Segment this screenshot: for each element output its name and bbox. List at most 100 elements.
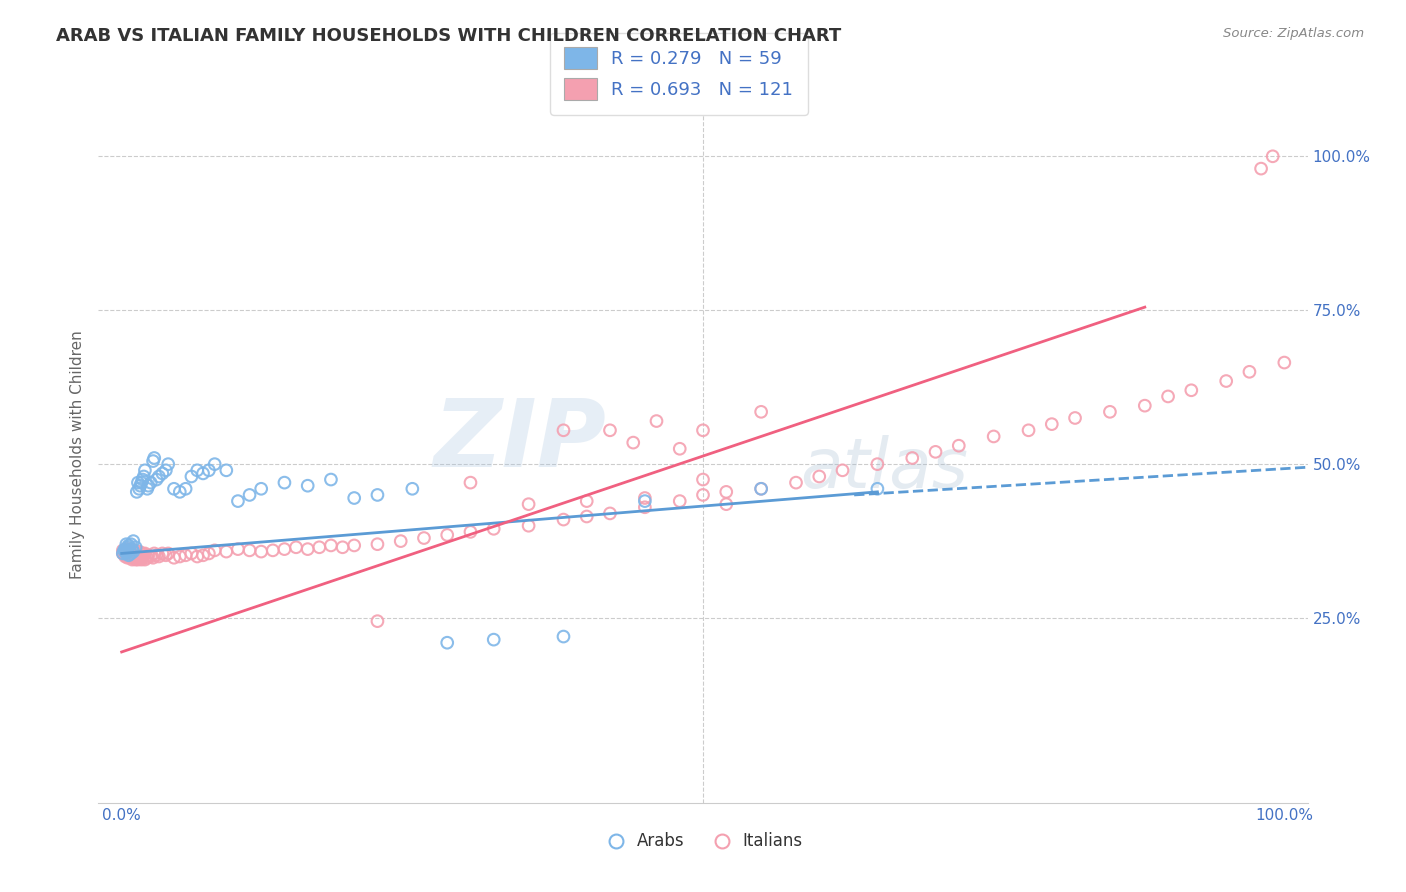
Point [389, 534, 412, 549]
Point [129, 549, 152, 564]
Point [115, 544, 138, 558]
Point [136, 550, 159, 565]
Point [343, 491, 366, 505]
Point [198, 546, 221, 560]
Point [131, 473, 153, 487]
Point [111, 546, 134, 560]
Point [118, 549, 141, 564]
Point [297, 479, 319, 493]
Point [124, 546, 146, 560]
Point [273, 475, 295, 490]
Point [157, 546, 180, 560]
Point [122, 544, 145, 558]
Point [692, 423, 714, 437]
Point [127, 552, 149, 566]
Point [319, 473, 342, 487]
Point [117, 550, 139, 565]
Point [262, 543, 284, 558]
Point [239, 543, 262, 558]
Point [125, 549, 148, 564]
Point [122, 534, 145, 549]
Point [122, 550, 145, 565]
Point [1018, 423, 1040, 437]
Point [645, 414, 668, 428]
Point [120, 537, 142, 551]
Point [128, 482, 150, 496]
Point [186, 549, 208, 564]
Point [142, 454, 165, 468]
Point [131, 546, 153, 560]
Point [692, 473, 714, 487]
Point [118, 549, 141, 563]
Point [124, 552, 146, 566]
Point [174, 482, 197, 496]
Point [117, 544, 139, 558]
Point [117, 546, 139, 560]
Point [517, 497, 540, 511]
Text: ZIP: ZIP [433, 395, 606, 487]
Point [716, 497, 738, 511]
Point [155, 463, 177, 477]
Point [150, 546, 173, 560]
Point [599, 507, 621, 521]
Point [129, 479, 152, 493]
Point [634, 491, 657, 505]
Point [575, 494, 598, 508]
Point [163, 550, 186, 565]
Point [118, 549, 141, 563]
Point [136, 482, 159, 496]
Point [436, 636, 458, 650]
Point [366, 537, 388, 551]
Point [866, 482, 889, 496]
Point [114, 544, 136, 558]
Point [1215, 374, 1237, 388]
Point [983, 429, 1005, 443]
Point [1239, 365, 1261, 379]
Point [117, 541, 139, 555]
Point [163, 482, 186, 496]
Point [436, 528, 458, 542]
Point [250, 482, 273, 496]
Point [413, 531, 436, 545]
Point [120, 542, 142, 557]
Point [634, 494, 657, 508]
Point [215, 463, 238, 477]
Point [343, 538, 366, 552]
Point [482, 632, 505, 647]
Point [692, 488, 714, 502]
Point [749, 482, 772, 496]
Point [319, 538, 342, 552]
Point [143, 450, 166, 465]
Point [115, 543, 138, 558]
Point [749, 405, 772, 419]
Point [122, 543, 145, 558]
Point [115, 537, 138, 551]
Point [131, 550, 153, 565]
Point [120, 546, 142, 560]
Point [134, 463, 156, 477]
Point [1064, 411, 1087, 425]
Point [150, 467, 173, 481]
Point [112, 543, 135, 558]
Point [118, 543, 141, 558]
Point [132, 549, 155, 564]
Point [553, 512, 575, 526]
Point [948, 439, 970, 453]
Point [198, 463, 221, 477]
Point [134, 552, 156, 566]
Point [273, 542, 295, 557]
Point [186, 463, 208, 477]
Text: Source: ZipAtlas.com: Source: ZipAtlas.com [1223, 27, 1364, 40]
Point [204, 543, 226, 558]
Point [118, 544, 141, 558]
Point [128, 544, 150, 558]
Point [332, 541, 354, 555]
Y-axis label: Family Households with Children: Family Households with Children [69, 331, 84, 579]
Point [831, 463, 853, 477]
Point [138, 549, 160, 563]
Legend: Arabs, Italians: Arabs, Italians [596, 826, 810, 857]
Point [401, 482, 423, 496]
Point [1098, 405, 1121, 419]
Point [180, 469, 202, 483]
Point [668, 442, 690, 456]
